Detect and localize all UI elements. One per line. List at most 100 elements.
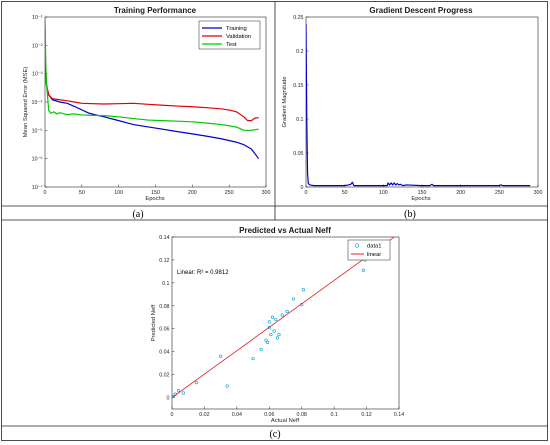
data-point xyxy=(285,309,289,314)
x-tick-label: 100 xyxy=(379,190,388,196)
x-tick-label: 100 xyxy=(114,190,123,196)
fit-annotation: Linear: R² = 0.9812 xyxy=(177,270,229,276)
y-tick-label: 0.14 xyxy=(159,235,169,241)
data-point xyxy=(277,332,281,337)
x-tick-label: 250 xyxy=(495,190,504,196)
plot-area xyxy=(171,236,400,410)
data-point xyxy=(264,338,268,342)
x-tick-label: 0.04 xyxy=(232,412,242,418)
x-axis-label: Epochs xyxy=(411,196,430,202)
y-tick-label: 10⁻⁴ xyxy=(32,100,44,106)
data-point xyxy=(274,317,278,322)
series-group xyxy=(172,237,395,398)
y-tick-label: 10⁻⁶ xyxy=(32,157,43,163)
y-tick-label: 0.25 xyxy=(293,15,303,21)
legend-label-linear: linear xyxy=(367,252,381,258)
y-tick-label: 0.04 xyxy=(159,350,169,356)
data-point xyxy=(280,313,284,317)
data-point xyxy=(361,268,365,272)
data-point xyxy=(275,336,279,340)
legend-label-data1: data1 xyxy=(367,244,382,250)
x-tick-label: 0.02 xyxy=(199,412,209,418)
y-tick-label: 10⁻¹ xyxy=(32,15,43,21)
data-point xyxy=(272,329,276,333)
series-line-series xyxy=(306,23,531,187)
y-tick-label: 10⁻³ xyxy=(32,72,43,78)
y-tick-label: 0 xyxy=(167,396,170,402)
data-point xyxy=(269,332,273,337)
chart-title: Training Performance xyxy=(114,6,197,15)
data-point xyxy=(225,384,229,388)
data-point xyxy=(270,315,275,319)
x-tick-label: 0.08 xyxy=(297,412,307,418)
y-tick-label: 10⁻⁷ xyxy=(32,185,43,191)
y-axis-label: Predicted Neff xyxy=(151,304,157,341)
plot-area xyxy=(305,16,539,188)
data-point xyxy=(219,354,223,358)
legend: Training Validation Test xyxy=(198,20,261,50)
series-line-validation xyxy=(45,25,259,122)
chart-title: Gradient Descent Progress xyxy=(369,6,473,15)
x-tick-label: 0.14 xyxy=(394,412,404,418)
x-tick-label: 200 xyxy=(456,190,465,196)
y-tick-label: 0.08 xyxy=(159,304,169,310)
data-point xyxy=(267,320,271,324)
x-tick-label: 0.06 xyxy=(264,412,274,418)
y-tick-label: 10⁻² xyxy=(32,43,43,49)
x-axis-label: Epochs xyxy=(145,196,164,202)
x-tick-label: 50 xyxy=(342,190,348,196)
series-group xyxy=(45,18,260,160)
series-line-test xyxy=(45,18,259,131)
x-tick-label: 150 xyxy=(151,190,160,196)
x-tick-label: 300 xyxy=(262,190,271,196)
x-tick-label: 300 xyxy=(534,190,543,196)
x-tick-label: 0.12 xyxy=(361,412,371,418)
x-tick-label: 0.1 xyxy=(330,412,337,418)
series-group xyxy=(306,23,531,187)
x-tick-label: 0 xyxy=(44,190,47,196)
legend: data1 linear xyxy=(347,239,391,261)
y-axis-label: Gradient Magnitude xyxy=(282,77,288,128)
y-tick-label: 0.2 xyxy=(296,49,303,55)
data-point xyxy=(259,347,263,351)
data-point xyxy=(266,340,270,345)
y-axis-label: Mean Squared Error (MSE) xyxy=(23,67,29,138)
y-tick-label: 0.12 xyxy=(159,258,169,264)
caption-b: (b) xyxy=(404,209,416,220)
legend-label-training: Training xyxy=(226,26,247,32)
y-tick-label: 0.05 xyxy=(293,151,303,157)
data-point xyxy=(176,389,181,393)
y-tick-label: 0.06 xyxy=(159,327,169,333)
caption-a: (a) xyxy=(132,209,143,220)
x-tick-label: 250 xyxy=(225,190,234,196)
data-point xyxy=(181,391,185,395)
y-tick-label: 0 xyxy=(301,185,304,191)
chart-panel-b: Gradient Descent Progress 0 50 100 150 200 25… xyxy=(282,6,542,220)
data-point xyxy=(194,381,198,385)
legend-swatch-data1 xyxy=(354,243,360,248)
x-tick-label: 0 xyxy=(305,190,308,196)
x-axis-label: Actual Neff xyxy=(271,418,300,424)
y-tick-label: 0.15 xyxy=(293,83,303,89)
data-point xyxy=(267,325,271,330)
chart-panel-a: Training Performance 0 50 100 150 200 250 300 1… xyxy=(23,6,270,220)
data-point xyxy=(172,394,176,398)
x-tick-label: 0 xyxy=(171,412,174,418)
caption-c: (c) xyxy=(269,429,280,440)
y-tick-label: 0.02 xyxy=(159,373,169,379)
y-tick-label: 0.1 xyxy=(162,281,169,287)
data-point xyxy=(301,288,305,292)
x-tick-label: 50 xyxy=(79,190,85,196)
series-line-linear xyxy=(172,237,395,398)
x-tick-label: 150 xyxy=(418,190,427,196)
chart-title: Predicted vs Actual Neff xyxy=(239,226,331,235)
chart-panel-c: Predicted vs Actual Neff 0 0.02 0.04 0.06 0.… xyxy=(151,226,404,440)
y-tick-label: 0.1 xyxy=(296,117,303,123)
y-tick-label: 10⁻⁵ xyxy=(32,128,43,134)
x-tick-label: 200 xyxy=(188,190,197,196)
data-point xyxy=(251,356,255,361)
data-point xyxy=(292,297,296,301)
legend-label-validation: Validation xyxy=(226,34,251,40)
